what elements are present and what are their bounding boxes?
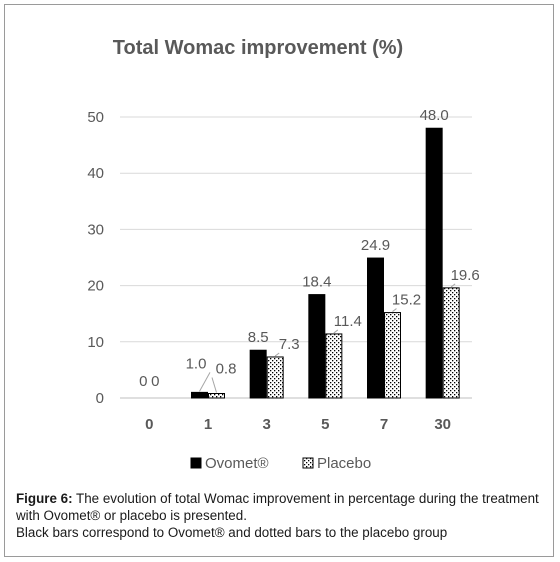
y-tick-label: 40	[87, 165, 104, 182]
bar-placebo	[266, 356, 284, 399]
bar-ovomet	[425, 127, 443, 399]
caption-text-line1: The evolution of total Womac improvement…	[16, 491, 539, 523]
data-label-ovomet: 18.4	[302, 274, 331, 291]
label-leader-line	[392, 308, 397, 312]
data-label-placebo: 11.4	[334, 313, 362, 330]
legend-swatch-placebo	[302, 457, 314, 469]
bar-ovomet	[308, 294, 326, 399]
x-tick-label: 3	[262, 416, 270, 433]
legend: Ovomet® Placebo	[190, 455, 371, 472]
chart-title: Total Womac improvement (%)	[113, 37, 403, 59]
legend-swatch-ovomet	[190, 457, 202, 469]
chart: Total Womac improvement (%) 01020304050 …	[87, 37, 480, 472]
data-label-placebo: 0	[151, 373, 159, 390]
y-tick-label: 10	[87, 334, 104, 351]
figure-frame	[4, 4, 554, 557]
data-label-placebo: 7.3	[279, 336, 300, 353]
bar-ovomet	[191, 391, 208, 399]
label-leader-line	[211, 377, 217, 393]
y-tick-label: 50	[87, 109, 104, 126]
data-label-placebo: 19.6	[451, 267, 480, 284]
bar-ovomet	[249, 349, 267, 399]
data-label-ovomet: 24.9	[361, 237, 390, 254]
caption-text-line2: Black bars correspond to Ovomet® and dot…	[16, 525, 448, 540]
y-tick-label: 20	[87, 278, 104, 295]
data-label-placebo: 15.2	[392, 292, 421, 309]
x-tick-label: 30	[434, 416, 451, 433]
data-label-ovomet: 0	[139, 373, 147, 390]
bar-placebo	[208, 393, 225, 399]
x-tick-label: 5	[321, 416, 329, 433]
bar-placebo	[442, 287, 460, 399]
legend-label-placebo: Placebo	[317, 455, 371, 472]
data-label-ovomet: 48.0	[420, 107, 449, 124]
label-leader-line	[274, 352, 280, 357]
x-tick-label: 7	[380, 416, 388, 433]
bar-ovomet	[367, 257, 384, 399]
y-tick-label: 30	[87, 221, 104, 238]
label-leader-line	[450, 283, 456, 288]
data-label-ovomet: 8.5	[248, 329, 269, 346]
caption-label: Figure 6:	[16, 491, 73, 506]
legend-label-ovomet: Ovomet®	[205, 455, 269, 472]
y-tick-label: 0	[96, 390, 104, 407]
bar-placebo	[325, 333, 343, 399]
label-leader-line	[333, 329, 339, 334]
figure-caption: Figure 6: The evolution of total Womac i…	[16, 490, 548, 541]
bar-placebo	[384, 312, 401, 399]
x-tick-label: 0	[145, 416, 153, 433]
data-label-placebo: 0.8	[216, 361, 237, 378]
x-tick-label: 1	[204, 416, 212, 433]
data-label-ovomet: 1.0	[186, 355, 207, 372]
label-leader-line	[199, 372, 211, 392]
